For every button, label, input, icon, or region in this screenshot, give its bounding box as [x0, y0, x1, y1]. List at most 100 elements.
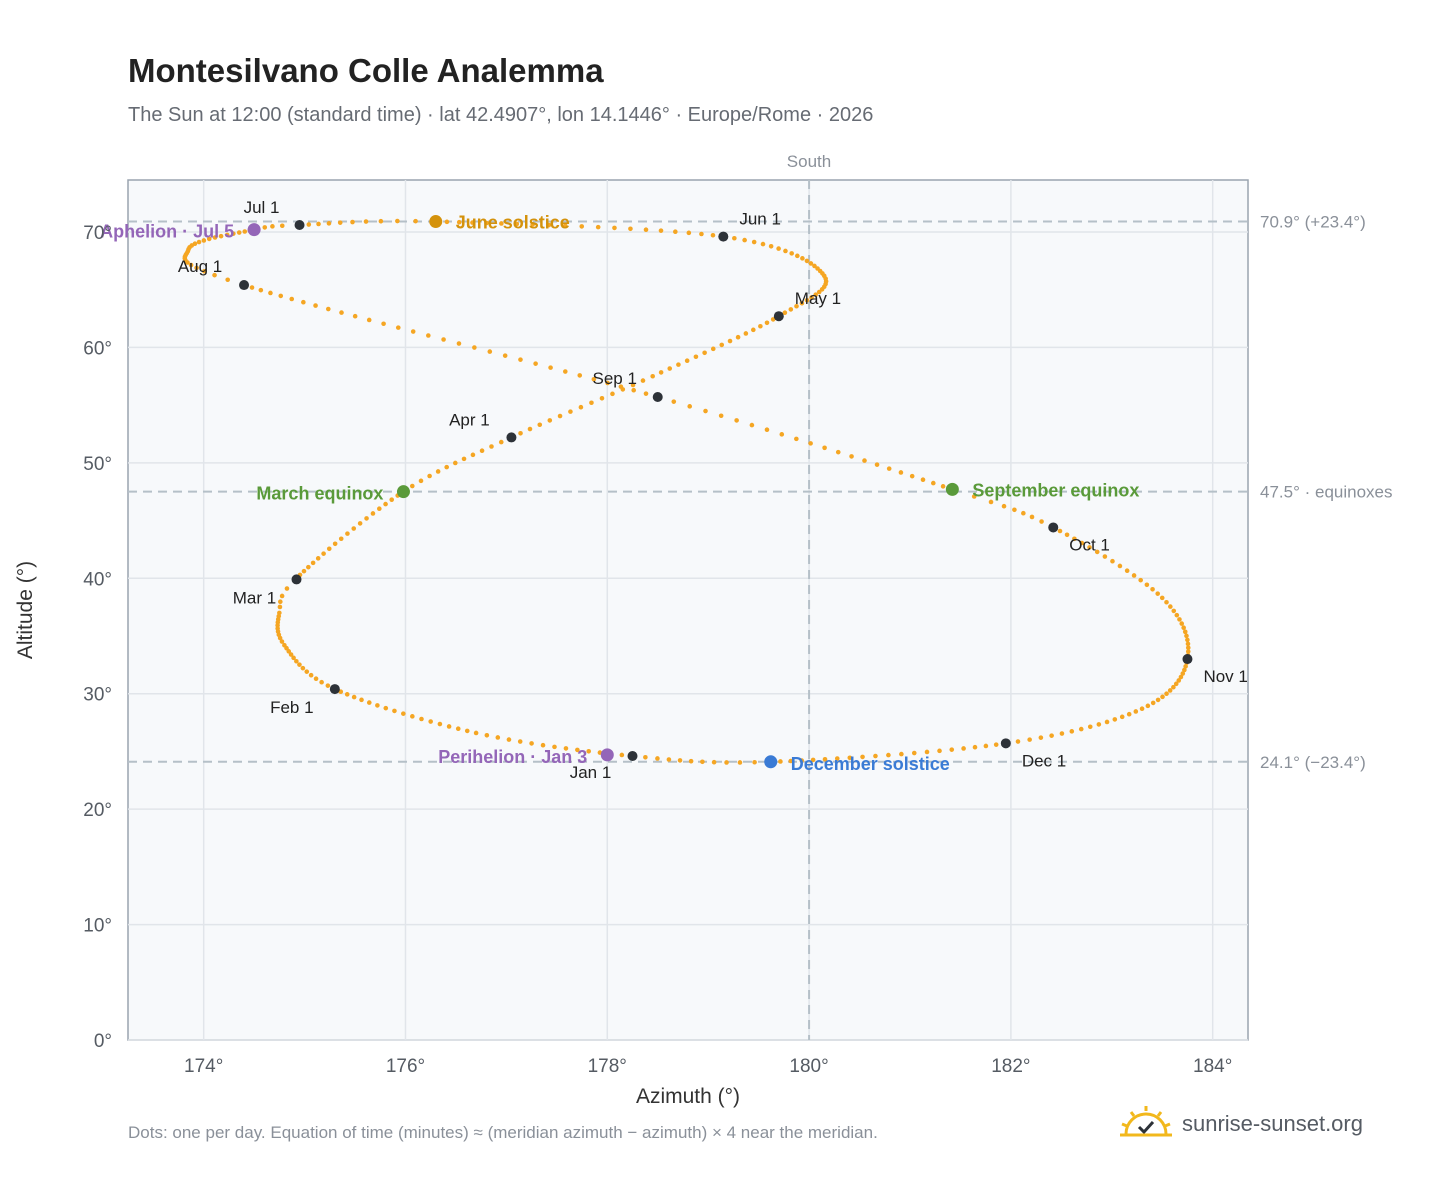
analemma-dot [395, 325, 401, 330]
analemma-dot [988, 499, 994, 505]
analemma-dot [628, 226, 633, 232]
y-axis-title: Altitude (°) [14, 561, 37, 659]
analemma-dot [345, 531, 350, 536]
analemma-dot [1174, 612, 1180, 618]
analemma-dot [410, 329, 416, 334]
analemma-dot [1139, 706, 1145, 711]
analemma-dot [886, 752, 891, 758]
x-tick-label: 176° [386, 1056, 425, 1077]
month-marker [239, 280, 250, 291]
analemma-dot [297, 662, 302, 667]
analemma-dot [619, 752, 625, 758]
analemma-dot [1138, 577, 1143, 583]
analemma-dot [350, 219, 355, 225]
analemma-dot [779, 432, 785, 437]
analemma-dot [710, 346, 716, 352]
analemma-dot [718, 413, 724, 419]
meridian-label: South [787, 152, 831, 171]
analemma-dot [326, 221, 332, 226]
analemma-dot [1181, 625, 1186, 631]
analemma-dot [282, 642, 287, 648]
analemma-dot [993, 742, 999, 747]
analemma-dot [618, 384, 624, 389]
analemma-dot [518, 430, 523, 436]
analemma-dot [1185, 637, 1190, 643]
x-tick-label: 184° [1193, 1056, 1232, 1077]
analemma-dot [441, 337, 446, 342]
analemma-dot [835, 449, 841, 455]
analemma-dot [310, 560, 316, 566]
analemma-dot [808, 441, 813, 446]
analemma-dot [886, 466, 892, 471]
analemma-dot [1038, 735, 1044, 740]
analemma-dot [972, 744, 978, 750]
analemma-dot [749, 422, 755, 428]
analemma-dot [809, 295, 814, 300]
analemma-dot [666, 757, 672, 762]
analemma-dot [822, 756, 828, 762]
analemma-dot [1178, 674, 1184, 680]
month-label: May 1 [795, 289, 841, 308]
analemma-dot [1119, 714, 1125, 720]
analemma-dot [308, 672, 314, 678]
analemma-dot [546, 222, 552, 228]
analemma-dot [375, 703, 380, 708]
analemma-dot [1184, 633, 1189, 639]
analemma-dot [344, 692, 350, 697]
analemma-dot [321, 551, 326, 556]
analemma-dot [1078, 726, 1084, 732]
analemma-dot [1117, 563, 1123, 569]
analemma-dot [401, 711, 406, 716]
analemma-dot [249, 285, 255, 290]
analemma-dot [527, 426, 533, 432]
analemma-dot [578, 404, 584, 410]
analemma-dot [667, 366, 673, 371]
analemma-dot [370, 511, 376, 516]
analemma-dot [225, 277, 230, 283]
event-label: Perihelion · Jan 3 [438, 747, 587, 767]
analemma-dot [557, 413, 563, 419]
analemma-dot [224, 232, 230, 238]
analemma-dot [301, 299, 306, 305]
analemma-dot [279, 593, 285, 599]
analemma-dot [899, 751, 904, 757]
analemma-dot [270, 224, 275, 229]
analemma-dot [1124, 568, 1130, 574]
analemma-dot [470, 220, 475, 225]
analemma-dot [413, 218, 418, 224]
analemma-dot [563, 746, 569, 751]
analemma-dot [732, 235, 737, 241]
analemma-dot [808, 261, 814, 266]
month-marker [506, 432, 517, 443]
analemma-dot [575, 747, 580, 753]
analemma-dot [971, 494, 977, 499]
analemma-dot [212, 272, 217, 278]
brand-logo[interactable]: sunrise-sunset.org [1120, 1104, 1363, 1143]
plot-area [127, 179, 1249, 1041]
analemma-dot [874, 462, 880, 467]
analemma-dot [484, 732, 490, 738]
analemma-dot [677, 758, 683, 763]
month-label: Nov 1 [1203, 667, 1247, 686]
analemma-dot [1182, 667, 1187, 673]
footnote: Dots: one per day. Equation of time (min… [128, 1123, 878, 1142]
analemma-dot [294, 658, 299, 664]
analemma-dot [758, 323, 763, 329]
month-label: Jul 1 [244, 198, 280, 217]
y-tick-label: 50° [83, 454, 112, 475]
analemma-dot [258, 287, 264, 293]
analemma-dot [751, 239, 757, 245]
analemma-dot [548, 365, 553, 370]
analemma-dot [291, 655, 296, 661]
analemma-dot [428, 719, 433, 724]
event-marker [600, 748, 614, 762]
analemma-dot [834, 756, 840, 761]
x-tick-label: 180° [789, 1056, 828, 1077]
analemma-dot [1144, 582, 1150, 588]
analemma-dot [1159, 595, 1165, 601]
analemma-dot [599, 395, 605, 401]
analemma-dot [456, 219, 462, 225]
analemma-dot [924, 749, 930, 755]
analemma-dot [794, 436, 799, 442]
